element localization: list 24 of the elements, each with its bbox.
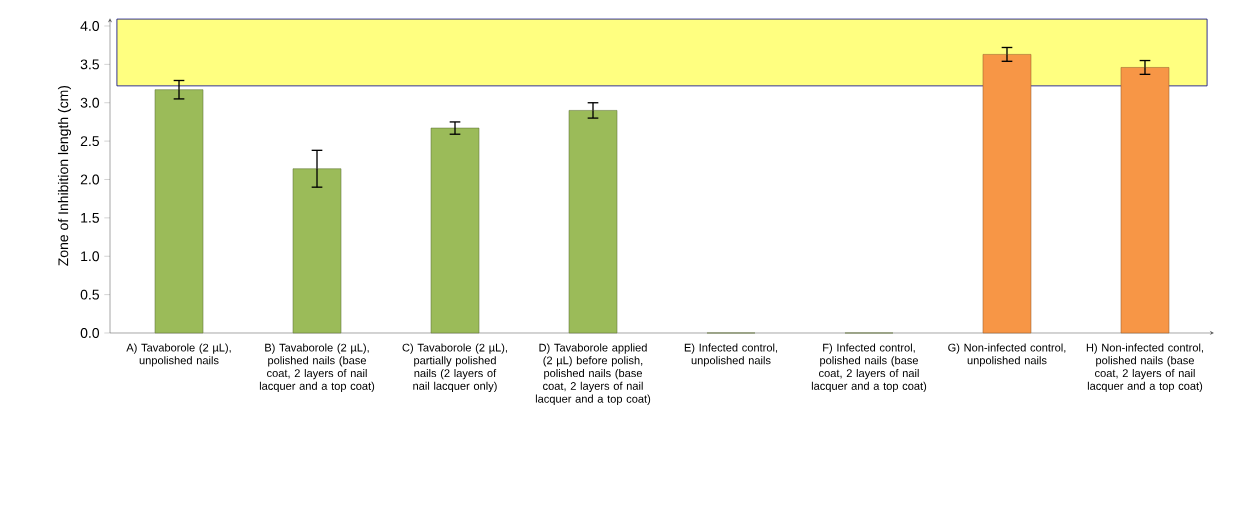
x-tick-label: G) Non-infected control, unpolished nails	[948, 343, 1066, 367]
y-tick-label: 0.5	[80, 289, 100, 300]
y-tick-label: 2.5	[80, 136, 100, 147]
y-tick-label: 4.0	[80, 21, 100, 31]
bar	[568, 110, 618, 334]
y-tick-label: 2.0	[80, 174, 100, 185]
y-tick-label: 3.0	[80, 97, 100, 108]
bar	[430, 127, 480, 334]
bar	[982, 54, 1032, 334]
y-tick-label: 3.5	[80, 59, 100, 70]
bar	[292, 168, 342, 334]
y-tick-label: 1.0	[81, 251, 100, 262]
y-axis-title: Zone of Inhibition length (cm)	[57, 85, 71, 266]
y-tick-label: 1.5	[81, 213, 100, 223]
x-tick-label: C) Tavaborole (2 µL), partially polished nails (2 layers of nail lacquer only)	[402, 343, 507, 393]
x-tick-label: F) Infected control, polished nails (base coat, 2 layers of nail lacquer and a top coat)	[811, 343, 927, 393]
bar	[1120, 67, 1170, 334]
y-tick-label: 0.0	[80, 328, 100, 338]
x-tick-label: D) Tavaborole applied (2 µL) before polish, polished nails (base coat, 2 layers of nail lacquer and a top coat)	[535, 343, 651, 405]
x-tick-label: H) Non-infected control, polished nails (base coat, 2 layers of nail lacquer and a top coat)	[1086, 343, 1204, 393]
bar	[154, 89, 204, 334]
x-tick-label: A) Tavaborole (2 µL), unpolished nails	[126, 343, 231, 367]
x-tick-label: E) Infected control, unpolished nails	[684, 343, 778, 367]
x-tick-label: B) Tavaborole (2 µL), polished nails (base coat, 2 layers of nail lacquer and a top coat)	[259, 343, 375, 393]
